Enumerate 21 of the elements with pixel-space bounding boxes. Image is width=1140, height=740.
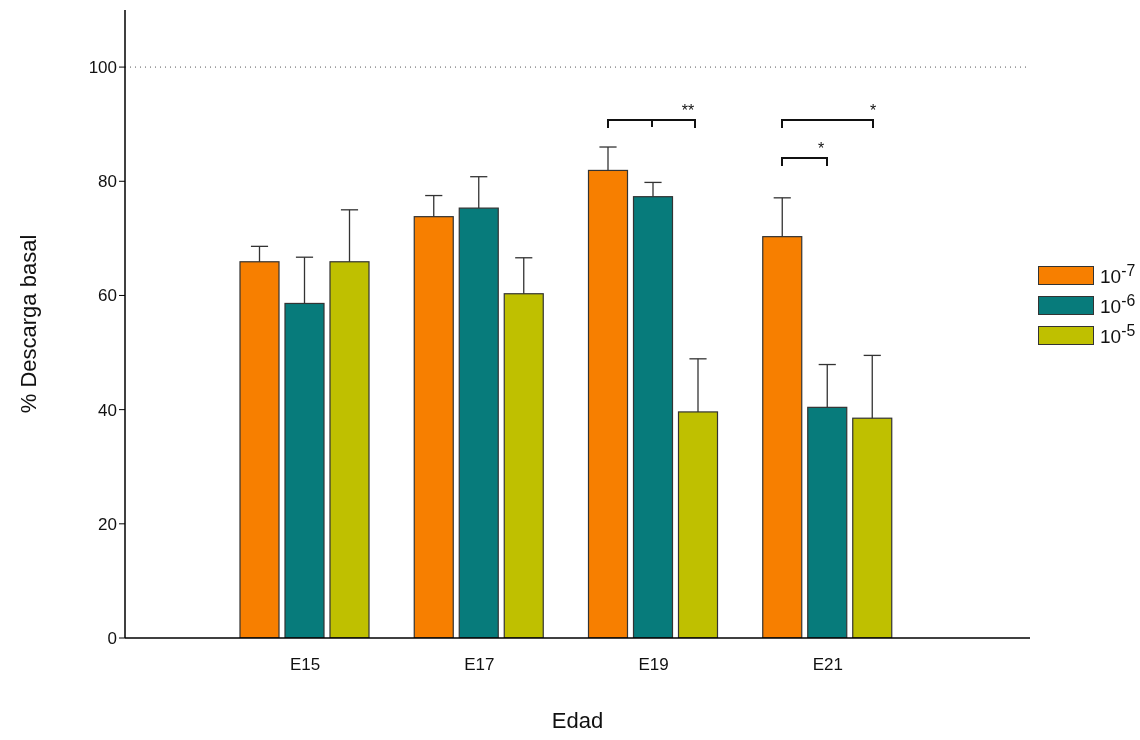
y-tick-label: 60 [98,286,117,306]
legend-label: 10$^{-7}$ [1100,261,1136,289]
x-axis-title: Edad [551,708,604,733]
legend-label: 10$^{-6}$ [1100,291,1136,319]
significance-bracket: * [781,140,828,167]
y-tick-label: 20 [98,514,117,534]
x-tick-label: E21 [812,655,843,675]
significance-bracket: ** [607,102,696,129]
x-tick-label: E15 [290,655,321,675]
annotation: * [869,102,877,119]
legend-label: 10$^{-5}$ [1100,321,1136,349]
y-tick-label: 0 [107,629,117,649]
annotation: ** [681,102,695,119]
annotation: * [817,140,825,157]
y-tick-label: 80 [98,172,117,192]
y-axis-title: % Descarga basal [15,234,41,414]
y-tick-label: 40 [98,400,117,420]
x-tick-label: E19 [638,655,669,675]
significance-bracket: * [781,102,877,129]
x-tick-label: E17 [464,655,495,675]
y-tick-label: 100 [88,58,117,78]
